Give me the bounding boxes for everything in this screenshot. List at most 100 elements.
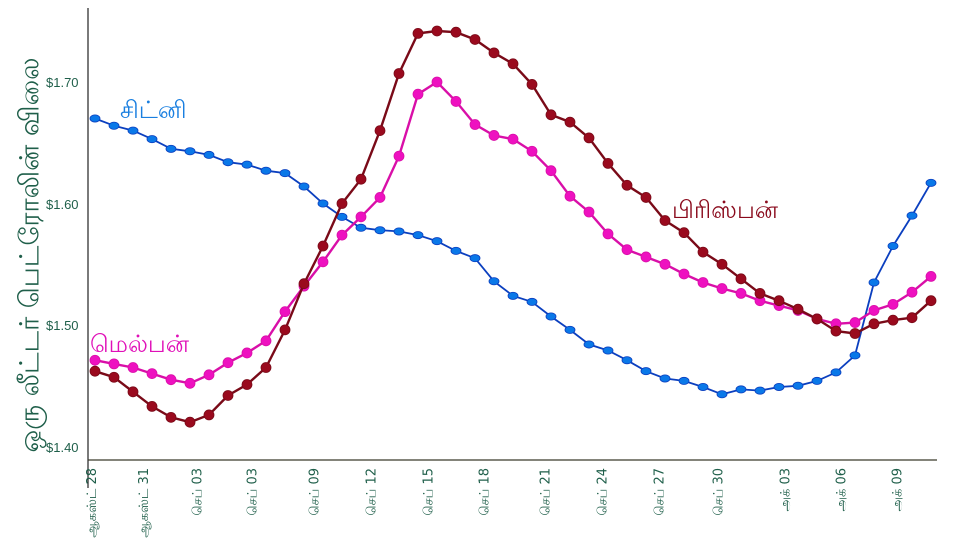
data-point-sydney — [108, 121, 120, 130]
data-point-sydney — [279, 169, 291, 178]
data-point-sydney — [89, 114, 101, 123]
series-label-melbourne: மெல்பன் — [90, 330, 190, 358]
data-point-sydney — [792, 381, 804, 390]
data-point-brisbane — [393, 68, 405, 79]
data-point-brisbane — [640, 192, 652, 203]
data-point-sydney — [526, 297, 538, 306]
x-tick-label: அக் 06 — [834, 468, 849, 512]
data-point-brisbane — [336, 198, 348, 209]
data-point-melbourne — [108, 358, 120, 370]
series-line-sydney — [94, 117, 932, 396]
data-point-brisbane — [279, 324, 291, 336]
data-point-melbourne — [412, 88, 424, 100]
data-point-brisbane — [545, 109, 557, 121]
data-point-melbourne — [355, 211, 367, 223]
data-point-melbourne — [526, 145, 538, 157]
data-point-brisbane — [754, 288, 766, 299]
data-point-brisbane — [583, 132, 595, 144]
y-tick-160: $1.60 — [46, 197, 79, 212]
data-point-brisbane — [507, 58, 519, 70]
data-point-brisbane — [165, 411, 177, 423]
data-point-melbourne — [545, 165, 557, 177]
data-point-melbourne — [146, 368, 158, 380]
data-point-brisbane — [697, 246, 709, 258]
data-point-melbourne — [127, 362, 139, 373]
data-point-sydney — [298, 182, 310, 191]
data-point-brisbane — [792, 303, 804, 315]
x-tick: செப் 03 — [246, 468, 268, 538]
data-point-melbourne — [659, 258, 671, 270]
x-tick-label: செப் 03 — [246, 468, 261, 516]
x-tick: செப் 30 — [712, 468, 734, 538]
data-point-melbourne — [925, 270, 937, 282]
series-label-sydney: சிட்னி — [120, 96, 187, 124]
data-point-melbourne — [241, 347, 253, 359]
data-point-sydney — [906, 211, 918, 220]
x-tick-label: அக் 03 — [778, 468, 793, 512]
data-point-sydney — [127, 126, 139, 135]
x-tick: செப் 21 — [539, 468, 561, 538]
data-point-brisbane — [412, 28, 424, 39]
x-tick-label: ஆகஸ்ட் 31 — [137, 468, 152, 538]
data-point-brisbane — [678, 227, 690, 239]
data-point-melbourne — [906, 286, 918, 298]
series-line-melbourne — [94, 80, 932, 385]
x-tick-label: செப் 30 — [712, 468, 727, 516]
data-point-melbourne — [203, 369, 215, 381]
data-point-melbourne — [450, 96, 462, 107]
x-tick: செப் 09 — [308, 468, 330, 538]
series-layer — [89, 25, 937, 428]
data-point-brisbane — [526, 79, 538, 90]
data-point-brisbane — [925, 295, 937, 307]
data-point-brisbane — [241, 379, 253, 390]
x-tick-label: செப் 27 — [653, 468, 668, 516]
data-point-melbourne — [260, 335, 272, 347]
data-point-brisbane — [564, 116, 576, 128]
data-point-sydney — [621, 356, 633, 365]
x-tick: அக் 09 — [890, 468, 912, 538]
data-point-sydney — [678, 376, 690, 385]
data-point-sydney — [716, 390, 728, 399]
data-point-melbourne — [640, 251, 652, 263]
data-point-melbourne — [488, 130, 500, 141]
data-point-brisbane — [830, 325, 842, 337]
data-point-brisbane — [868, 318, 880, 330]
data-point-brisbane — [89, 365, 101, 377]
data-point-sydney — [203, 150, 215, 159]
data-point-melbourne — [165, 374, 177, 386]
x-tick: செப் 12 — [365, 468, 387, 538]
x-tick: அக் 06 — [834, 468, 856, 538]
x-tick-label: செப் 12 — [365, 468, 380, 516]
data-point-brisbane — [450, 26, 462, 38]
data-point-sydney — [469, 254, 481, 263]
series-sydney — [89, 114, 937, 399]
series-line-brisbane — [94, 29, 932, 424]
data-point-melbourne — [222, 357, 234, 369]
x-tick: செப் 18 — [478, 468, 500, 538]
data-point-brisbane — [488, 47, 500, 59]
x-tick: செப் 24 — [596, 468, 618, 538]
data-point-brisbane — [659, 215, 671, 226]
data-point-melbourne — [621, 244, 633, 256]
data-point-sydney — [184, 147, 196, 156]
data-point-melbourne — [564, 190, 576, 202]
data-point-sydney — [374, 226, 386, 235]
data-point-sydney — [583, 340, 595, 349]
x-tick-label: அக் 09 — [890, 468, 905, 512]
x-tick-label: செப் 09 — [308, 468, 323, 516]
data-point-sydney — [773, 382, 785, 391]
data-point-brisbane — [184, 416, 196, 428]
data-point-melbourne — [849, 317, 861, 328]
x-tick-label: செப் 18 — [478, 468, 493, 516]
data-point-melbourne — [184, 377, 196, 389]
data-point-melbourne — [336, 229, 348, 241]
data-point-brisbane — [716, 258, 728, 270]
data-point-sydney — [925, 178, 937, 187]
data-point-sydney — [564, 325, 576, 334]
data-point-sydney — [222, 158, 234, 167]
data-point-sydney — [450, 246, 462, 255]
series-brisbane — [89, 25, 937, 428]
series-melbourne — [89, 76, 937, 389]
data-point-melbourne — [716, 283, 728, 294]
data-point-sydney — [735, 385, 747, 394]
